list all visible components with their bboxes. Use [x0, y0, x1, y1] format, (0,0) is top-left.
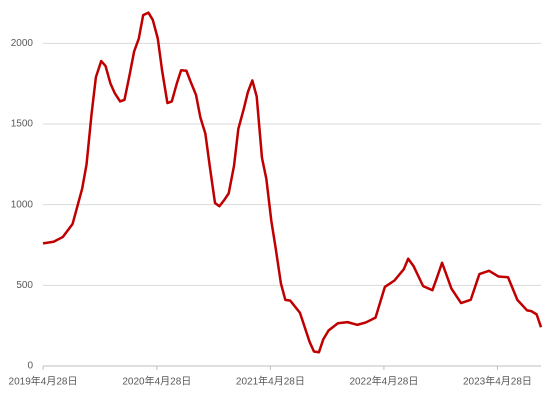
data-line [42, 11, 543, 354]
x-tick-label: 2022年4月28日 [349, 375, 418, 388]
y-tick-label: 1000 [11, 199, 34, 210]
x-tick-label: 2019年4月28日 [9, 375, 78, 388]
y-tick-label: 500 [16, 280, 33, 291]
x-tick-label: 2020年4月28日 [122, 375, 191, 388]
y-tick-label: 2000 [11, 38, 34, 49]
x-tick-label: 2021年4月28日 [236, 375, 305, 388]
y-tick-label: 1500 [11, 119, 34, 130]
x-tick-label: 2023年4月28日 [463, 375, 532, 388]
y-tick-label: 0 [27, 361, 33, 372]
